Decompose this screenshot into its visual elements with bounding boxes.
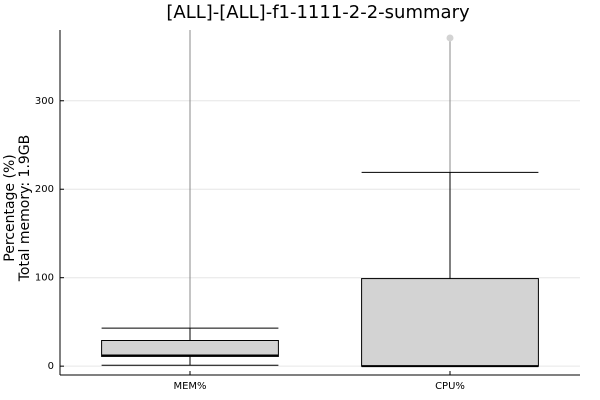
y-tick-label: 200 (35, 184, 54, 195)
y-axis-label-line-1: Percentage (%) (2, 154, 18, 261)
box-group-mem (101, 30, 279, 366)
x-tick-label: MEM% (173, 381, 206, 392)
axes: 0 100 200 300 MEM% CPU% (35, 30, 580, 392)
iqr-box (101, 340, 279, 357)
y-axis-label-line-2: Total memory: 1.9GB (17, 135, 33, 283)
plot-area (101, 30, 539, 368)
y-tick-label: 0 (48, 361, 54, 372)
y-axis-label: Percentage (%) Total memory: 1.9GB (2, 135, 33, 283)
y-tick-label: 100 (35, 273, 54, 284)
y-tick-label: 300 (35, 96, 54, 107)
iqr-box (361, 278, 539, 367)
chart-title: [ALL]-[ALL]-f1-1111-2-2-summary (166, 2, 470, 23)
box-group-cpu (361, 34, 539, 368)
outlier-point (446, 34, 454, 42)
x-tick-label: CPU% (435, 381, 465, 392)
